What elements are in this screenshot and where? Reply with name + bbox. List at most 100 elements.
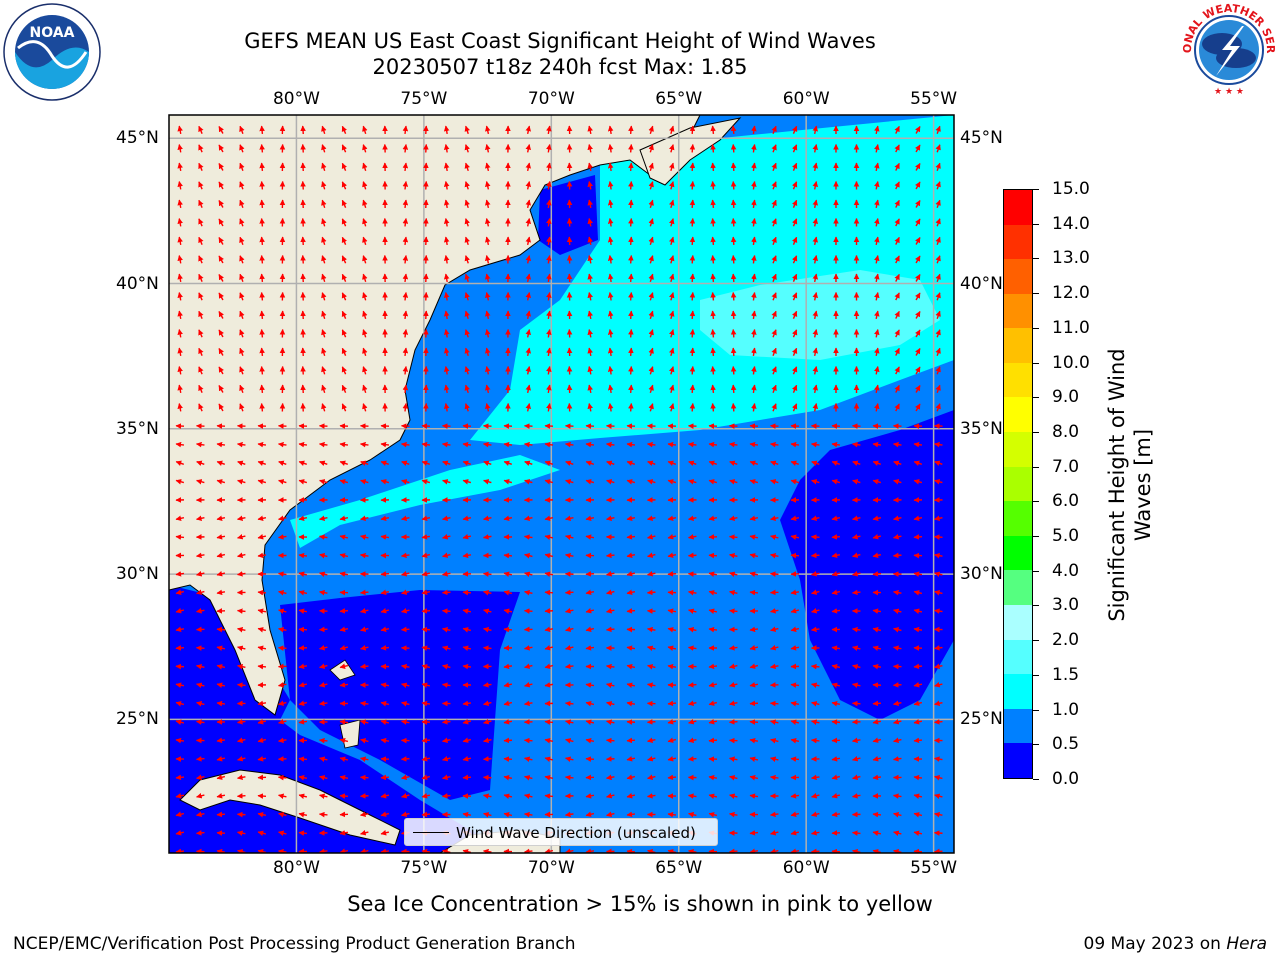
wave-direction-arrow <box>218 181 224 190</box>
wave-direction-arrow <box>587 218 593 227</box>
wave-direction-arrow <box>464 181 470 190</box>
wave-direction-arrow <box>321 310 327 320</box>
wave-direction-arrow <box>729 700 738 707</box>
wave-direction-arrow <box>216 589 226 596</box>
wave-direction-arrow <box>710 125 716 135</box>
wave-direction-arrow <box>464 366 470 375</box>
longitude-label: 70°W <box>527 89 575 109</box>
wave-direction-arrow <box>298 608 308 614</box>
wave-direction-arrow <box>790 460 800 466</box>
wave-direction-arrow <box>485 292 491 301</box>
wave-direction-arrow <box>688 534 697 540</box>
wave-direction-arrow <box>585 534 595 540</box>
wave-direction-arrow <box>196 515 205 522</box>
wave-direction-arrow <box>216 626 226 633</box>
wave-direction-arrow <box>277 774 287 781</box>
wave-direction-arrow <box>770 719 779 725</box>
wave-direction-arrow <box>443 236 450 246</box>
wave-direction-arrow <box>769 571 779 577</box>
wave-direction-arrow <box>710 236 716 246</box>
wave-direction-arrow <box>751 310 757 320</box>
wave-direction-arrow <box>730 236 737 246</box>
wave-direction-arrow <box>218 237 224 245</box>
wave-direction-arrow <box>525 199 532 209</box>
wave-direction-arrow <box>587 347 593 357</box>
wave-direction-arrow <box>628 180 634 190</box>
wave-direction-arrow <box>894 162 900 171</box>
wave-direction-arrow <box>218 126 224 134</box>
wave-direction-arrow <box>585 479 595 485</box>
wave-direction-arrow <box>689 291 696 301</box>
wave-direction-arrow <box>913 608 923 614</box>
wave-direction-arrow <box>175 682 185 688</box>
wave-direction-arrow <box>441 441 451 448</box>
wave-direction-arrow <box>913 848 923 853</box>
wave-direction-arrow <box>421 682 431 688</box>
wave-direction-arrow <box>730 347 737 357</box>
wave-direction-arrow <box>565 626 574 632</box>
wave-direction-arrow <box>462 608 472 614</box>
wave-direction-arrow <box>321 162 327 172</box>
wave-direction-arrow <box>503 515 513 522</box>
wave-direction-arrow <box>177 199 183 209</box>
wave-direction-arrow <box>175 645 185 651</box>
wave-direction-arrow <box>669 181 675 190</box>
wave-direction-arrow <box>669 310 675 320</box>
wave-direction-arrow <box>587 366 593 375</box>
wave-direction-arrow <box>421 737 431 744</box>
wave-direction-arrow <box>648 199 654 209</box>
wave-direction-arrow <box>894 125 900 134</box>
wave-direction-arrow <box>464 292 470 301</box>
longitude-label: 80°W <box>272 89 320 109</box>
wave-direction-arrow <box>198 310 204 319</box>
wave-direction-arrow <box>669 199 675 209</box>
wave-direction-arrow <box>177 384 183 394</box>
wave-direction-arrow <box>175 571 185 577</box>
wave-direction-arrow <box>239 329 245 338</box>
wave-direction-arrow <box>321 236 327 246</box>
wave-direction-arrow <box>259 273 265 283</box>
wave-direction-arrow <box>934 663 943 670</box>
wave-direction-arrow <box>749 682 759 688</box>
wave-direction-arrow <box>442 626 451 633</box>
longitude-label: 60°W <box>782 89 830 109</box>
wave-direction-arrow <box>318 700 328 707</box>
wave-direction-arrow <box>443 144 450 153</box>
wave-direction-arrow <box>402 328 409 338</box>
latitude-label: 25°N <box>960 709 1003 730</box>
wave-direction-arrow <box>544 645 554 651</box>
wave-direction-arrow <box>935 125 941 135</box>
wave-direction-arrow <box>341 347 347 356</box>
wave-direction-arrow <box>237 479 246 485</box>
wave-direction-arrow <box>915 292 921 301</box>
wave-direction-arrow <box>708 460 718 466</box>
latitude-label: 45°N <box>116 128 159 149</box>
wave-direction-arrow <box>667 774 677 781</box>
wave-direction-arrow <box>259 310 265 320</box>
wave-direction-arrow <box>770 645 779 651</box>
wave-direction-arrow <box>239 255 245 264</box>
wave-direction-arrow <box>751 180 757 190</box>
wave-direction-arrow <box>647 460 656 466</box>
wave-direction-arrow <box>218 144 224 153</box>
latitude-label: 40°N <box>960 273 1003 294</box>
colorbar-segment <box>1004 743 1032 778</box>
wave-direction-arrow <box>341 329 347 338</box>
wave-direction-arrow <box>464 199 470 209</box>
wave-direction-arrow <box>935 218 941 227</box>
wave-direction-arrow <box>523 441 533 448</box>
wave-direction-arrow <box>728 645 738 651</box>
wave-direction-arrow <box>811 608 820 614</box>
colorbar-tick-label: 4.0 <box>1033 561 1079 581</box>
wave-direction-arrow <box>259 180 265 190</box>
wave-direction-arrow <box>443 292 450 301</box>
wave-direction-arrow <box>605 626 615 633</box>
legend-label: Wind Wave Direction (unscaled) <box>456 824 696 842</box>
wave-direction-arrow <box>380 701 390 707</box>
wave-direction-arrow <box>628 254 634 264</box>
wave-direction-arrow <box>749 626 759 633</box>
wave-direction-arrow <box>852 515 861 522</box>
wave-direction-arrow <box>546 199 552 209</box>
colorbar-segment <box>1004 189 1032 225</box>
wave-direction-arrow <box>402 310 409 320</box>
